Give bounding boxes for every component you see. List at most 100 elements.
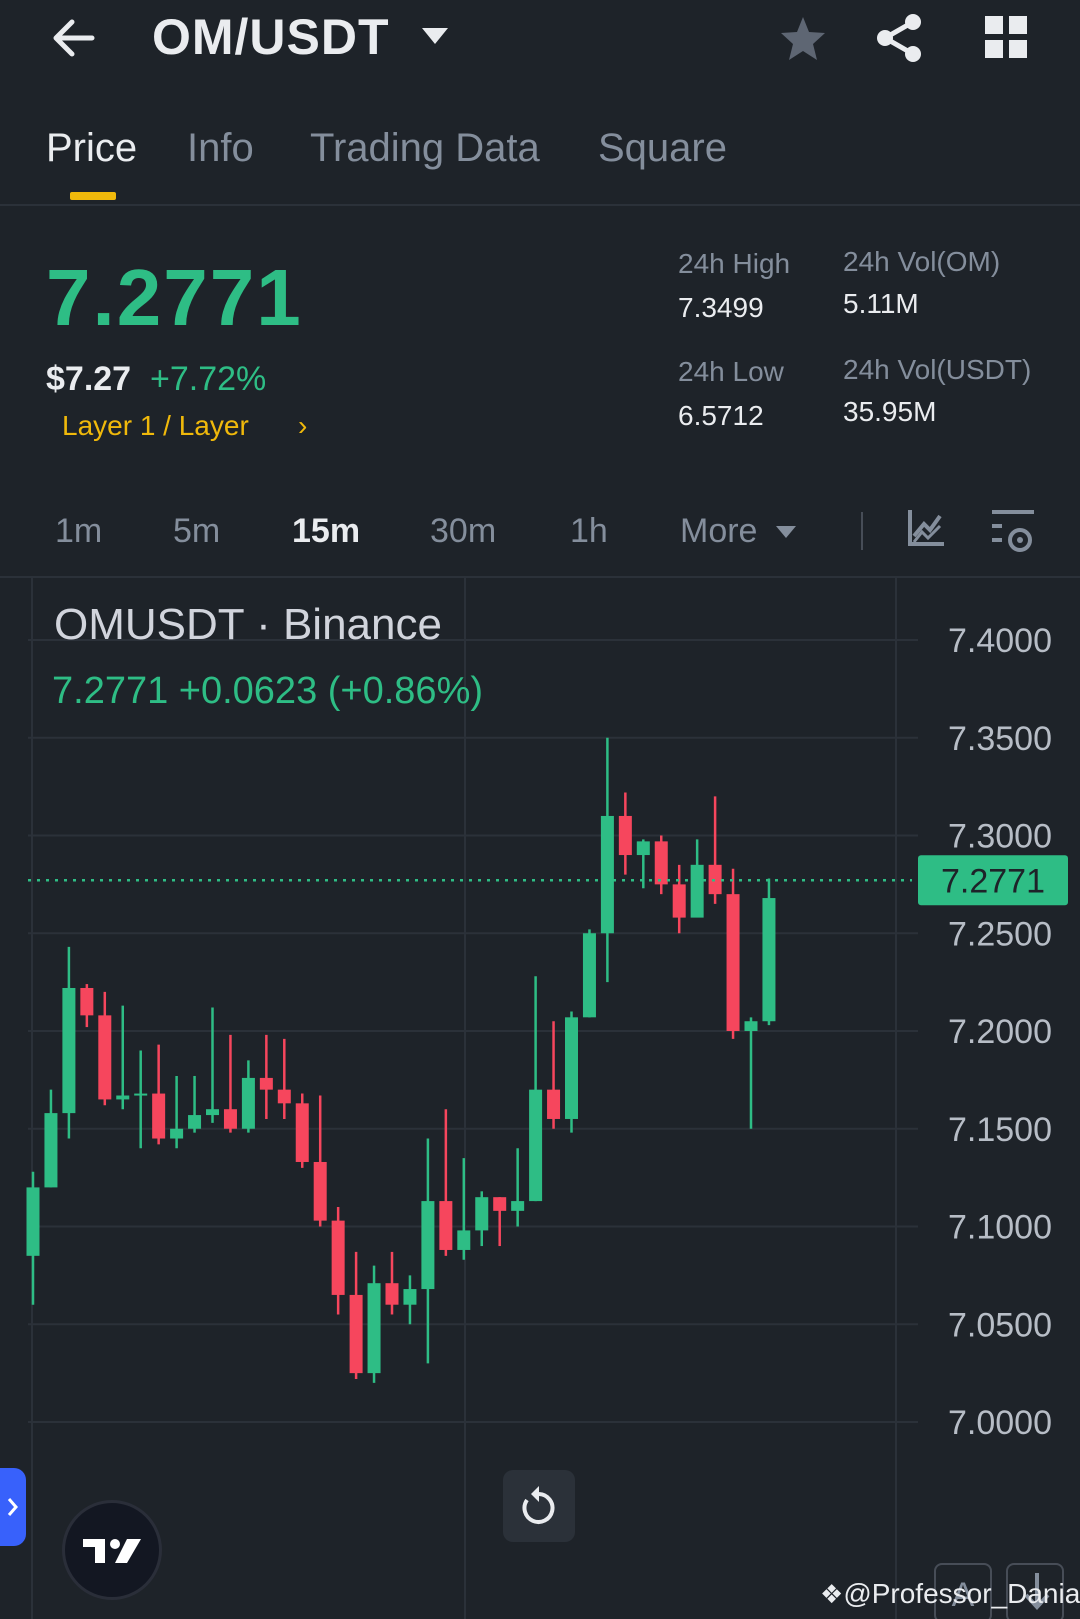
grid-icon[interactable] (985, 16, 1027, 58)
candle-body (636, 841, 650, 856)
scroll-to-latest-button[interactable] (1006, 1563, 1064, 1619)
main-tabs: Price Info Trading Data Square (0, 112, 1080, 206)
interval-15m[interactable]: 15m (292, 512, 361, 550)
toolbar-separator (0, 576, 1080, 578)
candle-body (313, 1161, 327, 1221)
candle-body (762, 898, 776, 1022)
tab-info[interactable]: Info (187, 126, 254, 170)
candle-body (26, 1187, 40, 1256)
candle-body (439, 1201, 453, 1250)
candle-body (582, 933, 596, 1018)
chevron-right-icon (7, 1498, 18, 1516)
candle-body (565, 1017, 578, 1119)
candle-body (134, 1093, 148, 1096)
high-value: 7.3499 (678, 292, 764, 323)
candle-body (223, 1109, 237, 1129)
side-drawer-toggle[interactable] (0, 1468, 26, 1546)
chart-settings-icon[interactable] (992, 508, 1036, 554)
y-tick-label: 7.0500 (948, 1306, 1052, 1344)
interval-more[interactable]: More (680, 512, 758, 550)
interval-1h[interactable]: 1h (570, 512, 608, 550)
high-label: 24h High (678, 248, 791, 279)
candle-body (421, 1201, 435, 1290)
tradingview-logo (62, 1500, 162, 1600)
candle-body (152, 1093, 166, 1139)
y-tick-label: 7.1500 (948, 1111, 1052, 1149)
y-tick-label: 7.0000 (948, 1404, 1052, 1442)
candle-body (241, 1077, 255, 1129)
chart-canvas[interactable]: 7.4000 7.3500 7.3000 7.2500 7.2000 7.1500 7.10… (0, 578, 1080, 1619)
fiat-price: $7.27 (46, 360, 132, 398)
reset-chart-button[interactable] (503, 1470, 575, 1542)
candle-body (170, 1128, 184, 1139)
y-tick-label: 7.4000 (948, 622, 1052, 660)
interval-1m[interactable]: 1m (55, 512, 103, 550)
chart-quote-line: 7.2771 +0.0623 (+0.86%) (52, 670, 484, 712)
candle-body (511, 1201, 525, 1211)
chart-indicator-icon[interactable] (906, 508, 946, 548)
candle-body (475, 1197, 489, 1231)
last-price: 7.2771 (46, 253, 303, 342)
diamond-icon: ❖ (820, 1579, 844, 1609)
toolbar-divider (861, 512, 863, 550)
tradingview-logo-icon (83, 1539, 141, 1563)
chart-symbol-title: OMUSDT · Binance (54, 600, 442, 649)
candle-body (62, 987, 76, 1114)
font-size-button[interactable]: A (934, 1563, 992, 1619)
arrow-down-icon (1024, 1573, 1050, 1610)
caret-down-icon[interactable] (775, 524, 797, 540)
candle-body (295, 1103, 309, 1162)
y-tick-label: 7.3500 (948, 720, 1052, 758)
candle-body (708, 864, 722, 895)
tab-price[interactable]: Price (46, 126, 138, 170)
low-label: 24h Low (678, 356, 784, 387)
change-percent: +7.72% (150, 360, 267, 398)
candle-body (547, 1089, 561, 1119)
vol-quote-label: 24h Vol(USDT) (843, 354, 1032, 385)
interval-5m[interactable]: 5m (173, 512, 221, 550)
last-price-tag-label: 7.2771 (941, 862, 1045, 900)
candle-body (457, 1230, 471, 1250)
candle-body (726, 894, 740, 1031)
candle-body (672, 884, 686, 918)
candle-body (403, 1289, 417, 1305)
candle-body (331, 1220, 345, 1295)
y-tick-label: 7.2000 (948, 1013, 1052, 1051)
candle-body (367, 1283, 381, 1374)
vol-base-value: 5.11M (843, 288, 919, 319)
y-tick-label: 7.3000 (948, 818, 1052, 856)
share-icon[interactable] (875, 12, 925, 64)
y-tick-label: 7.1000 (948, 1209, 1052, 1247)
candle-body (529, 1089, 543, 1202)
candle-body (618, 815, 632, 856)
top-bar: OM/USDT (0, 0, 1080, 80)
refresh-icon (522, 1486, 555, 1524)
vol-base-label: 24h Vol(OM) (843, 246, 1001, 277)
back-arrow-icon[interactable] (48, 14, 104, 62)
candle-body (44, 1113, 58, 1188)
y-tick-label: 7.2500 (948, 915, 1052, 953)
watermark: ❖@Professor_Danial (820, 1578, 1080, 1610)
candle-body (259, 1077, 273, 1090)
candle-body (98, 1015, 112, 1100)
chevron-right-icon[interactable]: › (298, 410, 308, 441)
candle-body (385, 1283, 399, 1305)
caret-down-icon[interactable] (420, 24, 450, 48)
candle-body (80, 987, 94, 1016)
candle-body (654, 841, 668, 885)
vol-quote-value: 35.95M (843, 396, 937, 427)
star-icon[interactable] (778, 14, 828, 64)
watermark-text: @Professor_Danial (843, 1578, 1080, 1609)
candle-body (600, 815, 614, 934)
low-value: 6.5712 (678, 400, 764, 431)
candle-body (277, 1089, 291, 1104)
interval-30m[interactable]: 30m (430, 512, 497, 550)
tab-trading-data[interactable]: Trading Data (310, 126, 540, 170)
category-tag-link[interactable]: Layer 1 / Layer (62, 410, 249, 441)
candlestick-chart[interactable]: 7.4000 7.3500 7.3000 7.2500 7.2000 7.1500 7.10… (0, 578, 1080, 1619)
candle-body (349, 1294, 363, 1374)
pair-title[interactable]: OM/USDT (152, 9, 390, 65)
candle-body (493, 1197, 507, 1211)
active-tab-indicator (70, 192, 116, 200)
tab-square[interactable]: Square (598, 126, 727, 170)
